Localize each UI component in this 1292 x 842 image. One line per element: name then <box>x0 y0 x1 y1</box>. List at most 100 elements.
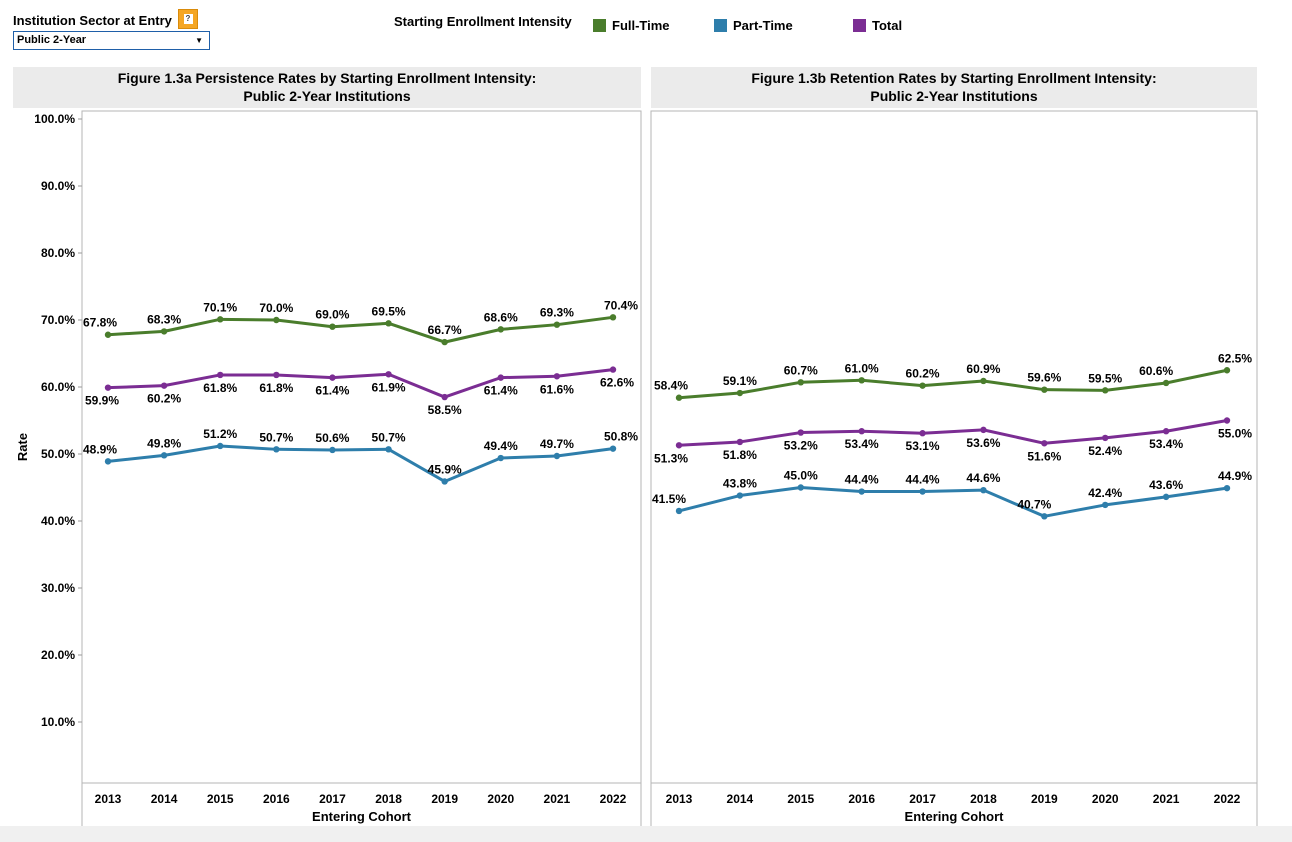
data-point[interactable] <box>273 371 280 379</box>
data-label: 60.2% <box>906 367 940 381</box>
data-point[interactable] <box>675 507 683 515</box>
x-tick-label: 2022 <box>1214 792 1241 806</box>
data-point[interactable] <box>217 442 224 450</box>
data-point[interactable] <box>273 316 280 324</box>
x-tick-label: 2019 <box>431 792 458 806</box>
data-point[interactable] <box>553 321 561 328</box>
data-label: 43.6% <box>1149 478 1183 492</box>
data-point[interactable] <box>160 452 168 459</box>
data-point[interactable] <box>441 338 448 346</box>
y-tick-label: 60.0% <box>41 380 75 394</box>
data-label: 69.0% <box>315 308 349 322</box>
series-line <box>678 368 1228 400</box>
data-point[interactable] <box>609 366 617 373</box>
data-label: 44.9% <box>1218 469 1252 483</box>
legend-item-total[interactable]: Total <box>853 17 902 33</box>
data-point[interactable] <box>736 389 744 397</box>
data-label: 42.4% <box>1088 486 1122 500</box>
data-point[interactable] <box>919 382 926 389</box>
data-point[interactable] <box>553 373 561 380</box>
data-point[interactable] <box>736 492 744 499</box>
data-point[interactable] <box>497 454 504 462</box>
data-point[interactable] <box>736 438 744 446</box>
data-point[interactable] <box>675 394 683 401</box>
data-point[interactable] <box>675 442 683 449</box>
data-point[interactable] <box>1102 387 1109 394</box>
data-label: 61.9% <box>372 380 406 394</box>
data-point[interactable] <box>1102 434 1109 442</box>
legend-item-full-time[interactable]: Full-Time <box>593 17 670 33</box>
data-point[interactable] <box>104 331 112 338</box>
y-axis-title: Rate <box>15 433 30 461</box>
plot-area <box>81 110 642 784</box>
data-point[interactable] <box>1162 379 1170 387</box>
legend-item-part-time[interactable]: Part-Time <box>714 17 793 33</box>
data-point[interactable] <box>1041 440 1048 447</box>
data-point[interactable] <box>1223 484 1231 492</box>
data-point[interactable] <box>160 382 168 389</box>
data-point[interactable] <box>919 430 926 437</box>
chart-header-bg <box>651 67 1257 108</box>
data-point[interactable] <box>329 374 336 381</box>
data-point[interactable] <box>980 377 987 385</box>
series-line <box>107 368 614 399</box>
data-point[interactable] <box>980 486 987 494</box>
x-tick-label: 2016 <box>848 792 875 806</box>
data-point[interactable] <box>273 446 280 453</box>
data-point[interactable] <box>217 371 224 379</box>
x-tick-label: 2020 <box>487 792 514 806</box>
data-point[interactable] <box>160 328 168 335</box>
data-point[interactable] <box>1223 367 1231 374</box>
data-point[interactable] <box>441 393 448 401</box>
data-point[interactable] <box>385 446 392 453</box>
data-point[interactable] <box>217 316 224 323</box>
data-point[interactable] <box>609 314 617 321</box>
data-point[interactable] <box>329 323 336 330</box>
data-point[interactable] <box>858 377 865 384</box>
plot-area <box>650 110 1258 784</box>
x-tick-label: 2019 <box>1031 792 1058 806</box>
chart-title: Figure 1.3b Retention Rates by Starting … <box>751 70 1156 86</box>
y-tick-label: 100.0% <box>34 112 75 126</box>
help-button[interactable]: ? <box>178 9 198 29</box>
data-point[interactable] <box>497 326 504 333</box>
data-label: 44.4% <box>845 473 879 487</box>
data-point[interactable] <box>609 445 617 452</box>
data-point[interactable] <box>797 379 804 386</box>
data-point[interactable] <box>385 320 392 327</box>
data-point[interactable] <box>980 426 987 434</box>
data-point[interactable] <box>385 371 392 378</box>
data-point[interactable] <box>329 446 336 454</box>
data-label: 53.4% <box>845 437 879 451</box>
y-tick-label: 30.0% <box>41 581 75 595</box>
data-label: 51.8% <box>723 448 757 462</box>
series-part-time: 48.9% 49.8% 51.2% 50.7% 50.6% 50.7% 45.9% 49.4%… <box>83 427 638 485</box>
data-point[interactable] <box>858 488 865 495</box>
data-label: 60.2% <box>147 392 181 406</box>
data-point[interactable] <box>1102 501 1109 509</box>
data-label: 49.8% <box>147 436 181 450</box>
institution-sector-select[interactable]: Public 2-Year ▼ <box>13 31 210 50</box>
data-point[interactable] <box>797 484 804 491</box>
data-point[interactable] <box>1162 493 1170 501</box>
x-tick-label: 2018 <box>970 792 997 806</box>
data-label: 53.2% <box>784 439 818 453</box>
data-point[interactable] <box>919 488 926 495</box>
data-point[interactable] <box>1223 417 1231 424</box>
data-label: 50.8% <box>604 430 638 444</box>
data-point[interactable] <box>1041 386 1048 393</box>
data-point[interactable] <box>104 458 112 465</box>
data-label: 53.1% <box>906 439 940 453</box>
data-point[interactable] <box>441 478 448 485</box>
data-point[interactable] <box>797 429 804 436</box>
data-label: 50.7% <box>372 430 406 444</box>
x-tick-label: 2021 <box>544 792 571 806</box>
data-point[interactable] <box>1162 428 1170 435</box>
series-total: 51.3% 51.8% 53.2% 53.4% 53.1% 53.6% 51.6% 52.4%… <box>654 417 1252 465</box>
data-point[interactable] <box>553 452 561 460</box>
data-label: 61.8% <box>203 381 237 395</box>
data-point[interactable] <box>1041 513 1048 520</box>
data-point[interactable] <box>104 384 112 391</box>
data-point[interactable] <box>858 428 865 435</box>
data-point[interactable] <box>497 374 504 381</box>
